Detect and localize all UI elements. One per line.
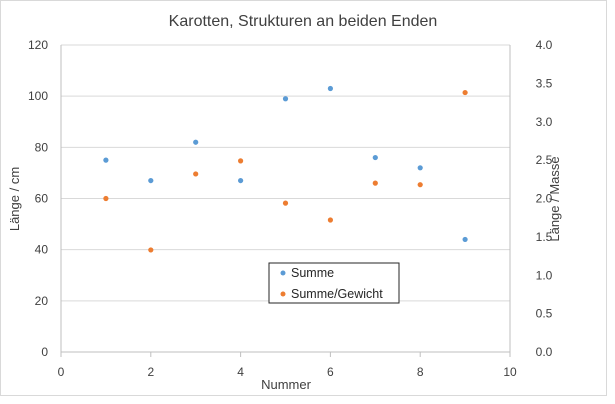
y-left-axis-label: Länge / cm (7, 167, 22, 231)
y-right-tick-label: 0.5 (536, 307, 553, 321)
legend: Summe Summe/Gewicht (268, 262, 400, 304)
y-left-tick-label: 100 (28, 89, 48, 103)
point-summe-gewicht (148, 247, 154, 253)
axes (60, 45, 511, 357)
point-summe-gewicht (193, 171, 199, 177)
x-tick-label: 8 (417, 365, 424, 379)
y-right-axis-label: Länge / Masse (547, 156, 562, 241)
point-summe-gewicht (462, 89, 468, 96)
point-summe (282, 96, 289, 102)
legend-label-summe: Summe (291, 266, 334, 280)
point-summe-gewicht (327, 217, 333, 223)
y-left-tick-labels: 0 20 40 60 80 100 120 (28, 38, 48, 359)
chart-title: Karotten, Strukturen an beiden Enden (169, 13, 438, 30)
y-right-tick-label: 2.0 (536, 192, 553, 206)
point-summe (148, 177, 154, 184)
point-summe-gewicht (103, 195, 109, 202)
y-right-tick-label: 2.5 (536, 153, 553, 167)
x-tick-label: 4 (237, 365, 244, 379)
point-summe-gewicht (238, 158, 244, 164)
x-tick-label: 2 (147, 365, 154, 379)
y-left-tick-label: 80 (35, 140, 49, 154)
y-right-tick-label: 0.0 (536, 345, 553, 359)
point-summe (327, 85, 333, 92)
y-right-tick-label: 4.0 (536, 38, 553, 52)
y-left-tick-label: 20 (35, 294, 49, 308)
y-left-tick-label: 60 (35, 192, 49, 206)
legend-marker-summe (280, 270, 286, 276)
legend-marker-summe-gewicht (280, 291, 286, 297)
y-right-tick-label: 3.0 (536, 115, 553, 129)
x-tick-label: 0 (58, 365, 65, 379)
x-tick-label: 6 (327, 365, 334, 379)
y-right-tick-label: 3.5 (536, 76, 553, 90)
point-summe (372, 154, 378, 161)
x-axis-label: Nummer (261, 377, 312, 392)
y-left-tick-label: 120 (28, 38, 48, 52)
point-summe-gewicht (282, 200, 289, 206)
legend-label-summe-gewicht: Summe/Gewicht (291, 287, 383, 301)
y-right-tick-label: 1.5 (536, 230, 553, 244)
y-left-tick-label: 0 (41, 345, 48, 359)
y-right-tick-label: 1.0 (536, 268, 553, 282)
point-summe (193, 139, 199, 145)
gridlines (61, 44, 510, 302)
data-points (103, 85, 468, 253)
y-right-tick-labels: 0.0 0.5 1.0 1.5 2.0 2.5 3.0 3.5 4.0 (536, 38, 553, 359)
x-tick-labels: 0 2 4 6 8 10 (58, 365, 517, 379)
point-summe-gewicht (372, 180, 378, 186)
point-summe (417, 165, 423, 171)
point-summe (462, 236, 468, 243)
legend-box (268, 262, 400, 304)
point-summe-gewicht (417, 182, 423, 188)
point-summe (103, 157, 109, 163)
point-summe (238, 177, 244, 184)
x-tick-label: 10 (503, 365, 517, 379)
y-left-tick-label: 40 (35, 243, 49, 257)
